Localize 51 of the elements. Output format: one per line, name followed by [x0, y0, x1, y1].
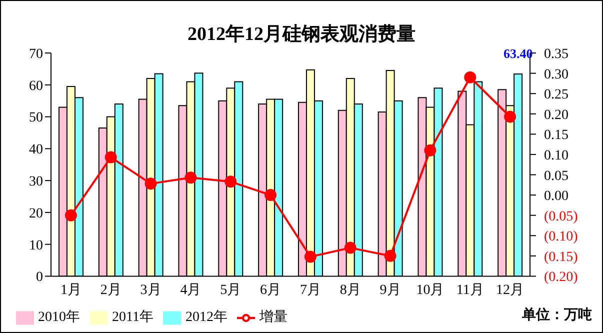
x-tick-label: 5月: [220, 283, 242, 298]
x-tick-label: 3月: [140, 283, 162, 298]
x-tick-label: 10月: [416, 283, 444, 298]
y2-tick-label: 0.15: [544, 128, 568, 144]
point: [184, 172, 197, 184]
y2-tick-label: 0.35: [544, 47, 568, 62]
x-tick-label: 4月: [180, 283, 202, 298]
y-tick-label: 40: [29, 142, 43, 158]
legend-label: 2010年: [38, 310, 80, 326]
x-tick-label: 6月: [260, 283, 282, 298]
y-tick-label: 0: [36, 270, 43, 286]
point: [224, 176, 237, 188]
point: [264, 189, 277, 202]
x-tick-label: 11月: [456, 283, 484, 298]
y-tick-label: 50: [29, 110, 43, 126]
y-tick-label: 10: [29, 238, 43, 254]
x-tick-label: 12月: [496, 283, 524, 298]
y2-tick-label: (0.15): [544, 250, 578, 265]
point: [424, 144, 436, 156]
y-tick-label: 20: [29, 206, 43, 222]
x-tick-label: 9月: [380, 283, 401, 298]
legend-label: 增量: [259, 310, 288, 326]
y2-tick-label: 0.20: [544, 108, 568, 123]
data-label: 63.40: [503, 46, 533, 62]
point: [384, 250, 396, 262]
y2-tick-label: 0.05: [544, 168, 568, 184]
y-tick-label: 30: [29, 174, 43, 190]
text: 单位：万吨: [522, 306, 592, 324]
y2-tick-label: 0.10: [544, 148, 568, 164]
y-tick-label: 60: [29, 78, 43, 94]
y2-tick-label: 0.30: [544, 67, 568, 82]
x-tick-label: 7月: [300, 283, 321, 298]
legend-label: 2012年: [185, 310, 228, 326]
point: [344, 242, 356, 254]
legend-label: 2011年: [112, 310, 154, 326]
y2-tick-label: 0.25: [544, 88, 568, 103]
point: [504, 110, 516, 123]
point: [104, 151, 117, 164]
x-tick-label: 8月: [340, 283, 361, 298]
x-tick-label: 2月: [100, 283, 122, 298]
y2-tick-label: (0.10): [544, 230, 578, 245]
chart-title: 2012年12月硅钢表观消费量: [186, 23, 416, 47]
y2-tick-label: (0.05): [544, 209, 578, 224]
y-tick-label: 70: [29, 46, 43, 62]
point: [64, 209, 77, 222]
x-tick-label: 1月: [60, 283, 82, 298]
point: [464, 71, 476, 84]
point: [304, 250, 316, 263]
y2-tick-label: 0.00: [544, 189, 568, 204]
point: [144, 178, 157, 190]
y2-tick-label: (0.20): [544, 270, 578, 286]
